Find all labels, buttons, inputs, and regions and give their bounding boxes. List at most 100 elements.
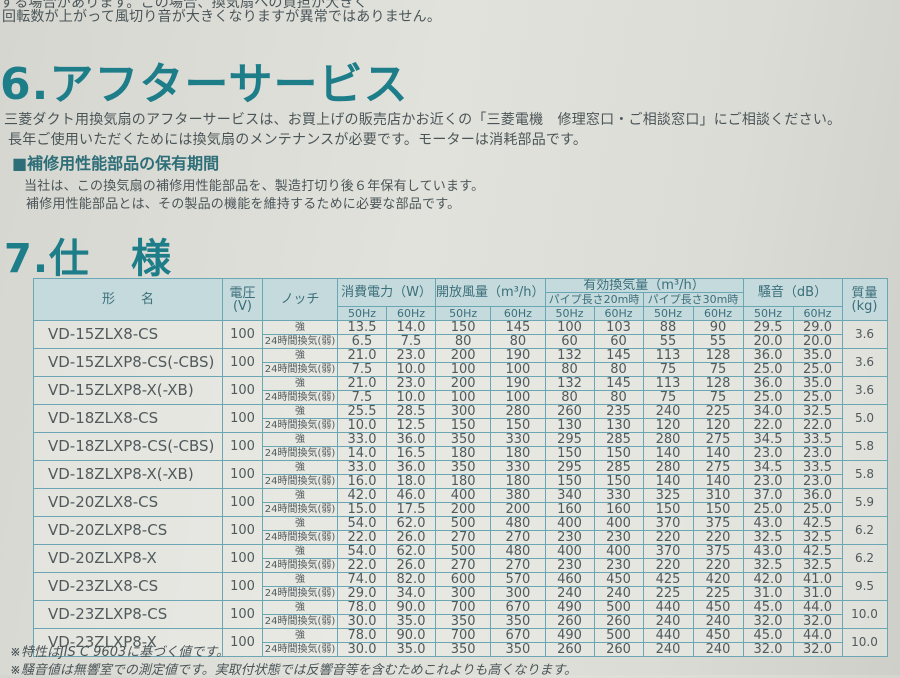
spec-value: 80	[434, 334, 492, 349]
model-name: VD-18ZLX8-CS	[33, 404, 223, 433]
weight: 5.0	[841, 404, 888, 433]
header-effective-ventilation: 有効換気量（m³/h）	[544, 278, 744, 293]
spec-value: 44.0	[792, 600, 843, 615]
header-weight: 質量 (kg)	[841, 278, 888, 321]
spec-value: 15.0	[337, 502, 387, 517]
parts-retention-text-2: 補修用性能部品とは、その製品の機能を維持するために必要な部品です。	[26, 197, 461, 212]
spec-value: 240	[593, 586, 644, 601]
table-row: 24時間換気(弱) 22.0 26.0 270 270 230 230 220 220 32.5 3…	[34, 530, 888, 545]
spec-value: 270	[434, 558, 492, 573]
spec-value: 240	[642, 642, 694, 657]
spec-value: 140	[642, 474, 694, 489]
spec-value: 21.0	[337, 348, 387, 363]
spec-value: 62.0	[386, 516, 436, 531]
header-50hz: 50Hz	[544, 306, 595, 321]
spec-value: 325	[642, 488, 694, 503]
spec-value: 7.5	[337, 390, 387, 405]
spec-value: 440	[642, 628, 694, 643]
spec-value: 25.0	[792, 502, 843, 517]
spec-value: 200	[490, 502, 546, 517]
spec-value: 80	[593, 362, 644, 377]
notch-label: 24時間換気(弱)	[262, 586, 338, 601]
spec-value: 32.5	[742, 530, 794, 545]
spec-value: 400	[434, 488, 492, 503]
table-row: VD-20ZLXP8-CS 100 強 54.0 62.0 500 480 400 400 370…	[33, 516, 888, 545]
notch-label: 24時間換気(弱)	[262, 418, 338, 433]
spec-value: 480	[490, 544, 546, 559]
spec-value: 25.0	[792, 390, 843, 405]
spec-value: 570	[490, 572, 546, 587]
header-60hz: 60Hz	[490, 306, 546, 321]
spec-value: 200	[434, 502, 492, 517]
notch-label: 強	[262, 320, 338, 335]
spec-value: 78.0	[337, 628, 387, 643]
spec-value: 35.0	[792, 376, 843, 391]
spec-value: 230	[593, 530, 644, 545]
spec-value: 230	[593, 558, 644, 573]
spec-value: 23.0	[386, 376, 436, 391]
table-row: VD-15ZLXP8-CS(-CBS) 100 強 21.0 23.0 200 190 132…	[33, 348, 888, 377]
spec-value: 300	[490, 586, 546, 601]
header-60hz: 60Hz	[386, 306, 436, 321]
spec-value: 82.0	[386, 572, 436, 587]
table-row: VD-18ZLX8-CS 100 強 25.5 28.5 300 280 260 235 240 2…	[33, 404, 888, 433]
notch-label: 強	[262, 460, 338, 475]
spec-value: 33.5	[792, 460, 843, 475]
spec-value: 75	[642, 390, 694, 405]
spec-value: 20.0	[792, 334, 843, 349]
spec-value: 36.0	[742, 376, 794, 391]
spec-value: 440	[642, 600, 694, 615]
spec-value: 490	[544, 600, 595, 615]
table-row: VD-20ZLXP8-X 100 強 54.0 62.0 500 480 400 400 370 3…	[33, 544, 888, 573]
note-noise: ※騒音値は無響室での測定値です。実取付状態では反響音等を含むためこれよりも高くな…	[10, 663, 578, 678]
spec-value: 26.0	[386, 558, 436, 573]
spec-value: 260	[544, 404, 595, 419]
spec-value: 500	[434, 544, 492, 559]
spec-value: 240	[692, 642, 744, 657]
model-name: VD-23ZLXP8-X	[33, 628, 223, 657]
spec-value: 20.0	[742, 334, 794, 349]
notch-label: 強	[262, 628, 338, 643]
model-name: VD-23ZLXP8-CS	[33, 600, 223, 629]
voltage: 100	[222, 572, 263, 601]
weight: 3.6	[841, 320, 888, 349]
spec-value: 420	[692, 572, 744, 587]
spec-value: 62.0	[386, 544, 436, 559]
spec-value: 180	[490, 474, 546, 489]
table-row: VD-23ZLX8-CS 100 強 74.0 82.0 600 570 460 450 425 4…	[33, 572, 888, 601]
spec-value: 43.0	[742, 544, 794, 559]
notch-label: 強	[262, 600, 338, 615]
spec-value: 130	[544, 418, 595, 433]
spec-value: 17.5	[386, 502, 436, 517]
spec-value: 225	[692, 404, 744, 419]
spec-value: 32.5	[792, 530, 843, 545]
spec-value: 54.0	[337, 516, 387, 531]
notch-label: 強	[262, 404, 338, 419]
section6-title: 6.アフターサービス	[0, 59, 409, 110]
spec-value: 295	[544, 460, 595, 475]
spec-value: 400	[593, 516, 644, 531]
spec-value: 54.0	[337, 544, 387, 559]
table-row: 24時間換気(弱) 10.0 12.5 150 150 130 130 120 120 22.0 2…	[34, 418, 888, 433]
header-60hz: 60Hz	[593, 306, 644, 321]
spec-value: 200	[434, 348, 492, 363]
spec-value: 150	[544, 446, 595, 461]
spec-value: 43.0	[742, 516, 794, 531]
spec-value: 35.0	[792, 348, 843, 363]
spec-value: 10.0	[386, 390, 436, 405]
spec-value: 285	[593, 460, 644, 475]
spec-value: 12.5	[386, 418, 436, 433]
spec-value: 25.0	[792, 362, 843, 377]
notch-label: 24時間換気(弱)	[262, 502, 338, 517]
model-name: VD-20ZLXP8-X	[33, 544, 223, 573]
spec-value: 80	[490, 334, 546, 349]
spec-value: 113	[642, 376, 694, 391]
spec-value: 25.0	[742, 390, 794, 405]
table-row: 24時間換気(弱) 29.0 34.0 300 300 240 240 225 225 31.0 3…	[34, 586, 888, 601]
notch-label: 強	[262, 544, 338, 559]
spec-value: 90.0	[386, 600, 436, 615]
spec-value: 350	[434, 642, 492, 657]
spec-value: 80	[593, 390, 644, 405]
model-name: VD-23ZLX8-CS	[33, 572, 223, 601]
spec-value: 10.0	[386, 362, 436, 377]
